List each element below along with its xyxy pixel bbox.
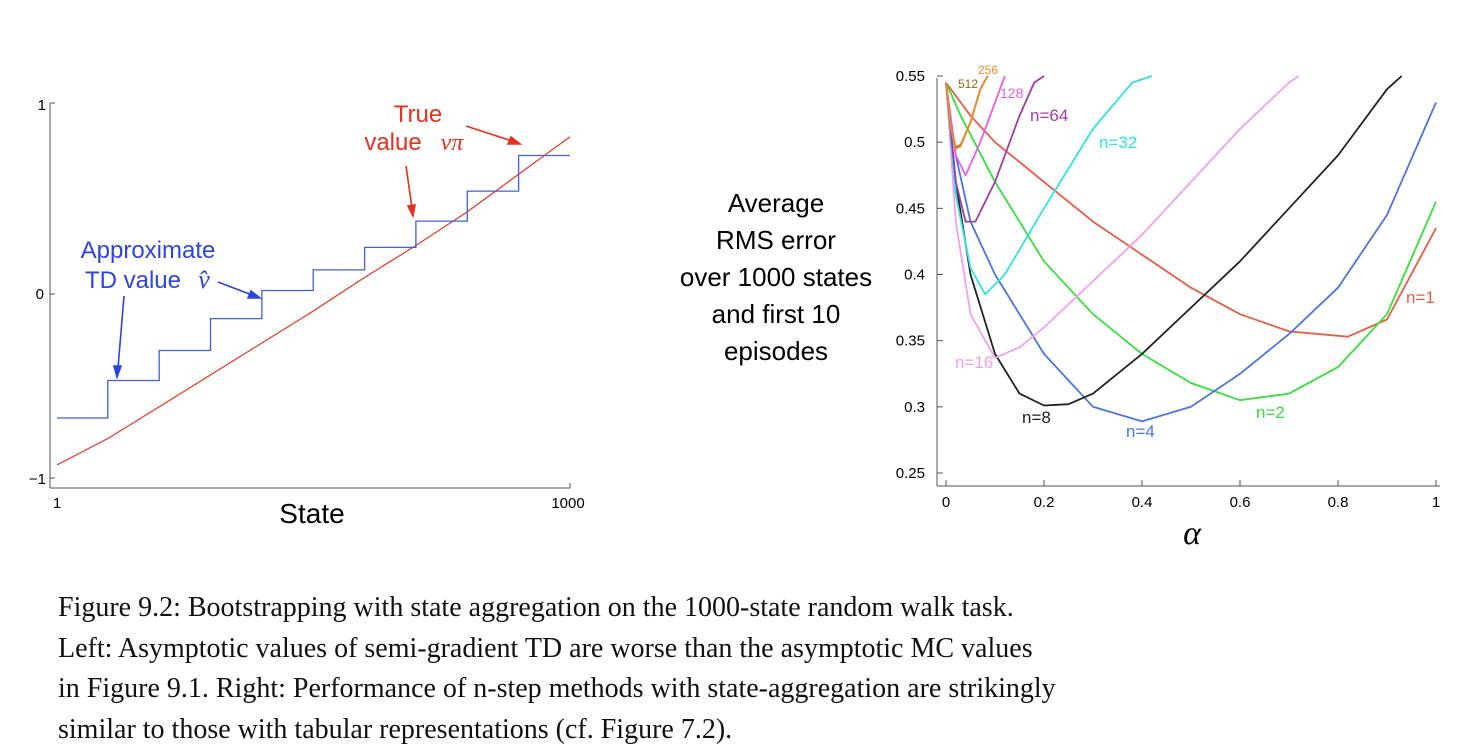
right-ytick-label: 0.35 [896, 333, 925, 350]
y-label-line: RMS error [716, 225, 836, 255]
series-label-n-16: n=16 [955, 353, 993, 372]
left-xtick-label: 1 [53, 495, 61, 512]
right-x-axis-label: α [1183, 515, 1202, 552]
series-line-n-16 [945, 75, 1300, 359]
y-label-line: Average [727, 188, 825, 218]
caption-line: Left: Asymptotic values of semi-gradient… [58, 632, 1033, 664]
y-label-line: and first 10 [711, 299, 841, 329]
true-value-arrows [405, 125, 523, 219]
caption-line: in Figure 9.1. Right: Performance of n-s… [58, 673, 1056, 704]
series-line-n-8 [945, 75, 1403, 407]
series-label-n-32: n=32 [1099, 133, 1137, 152]
true-value-annotation-line2: value [364, 129, 421, 156]
series-label-n-64: n=64 [1030, 106, 1068, 125]
td-value-annotation-line2: TD value [85, 267, 181, 294]
right-y-ticks: 0.25 0.3 0.35 0.4 0.45 0.5 0.55 [896, 68, 943, 482]
series-line-n-1 [945, 82, 1437, 338]
right-y-axis-label: Average RMS error over 1000 states and f… [660, 185, 892, 370]
series-label-n-8: n=8 [1022, 408, 1051, 427]
right-xtick-label: 0.8 [1328, 494, 1349, 511]
right-xtick-label: 0.2 [1034, 494, 1055, 511]
y-label-line: episodes [723, 336, 829, 366]
right-xtick-label: 1 [1432, 494, 1440, 511]
right-chart: 0.25 0.3 0.35 0.4 0.45 0.5 0.55 0 0.2 0.4 0.6 0.8 1… [896, 63, 1440, 552]
right-ytick-label: 0.45 [896, 200, 925, 217]
series-line-n-2 [945, 82, 1437, 402]
right-xtick-label: 0.6 [1230, 494, 1251, 511]
true-value-symbol: vπ [441, 130, 465, 156]
right-ytick-label: 0.25 [896, 465, 925, 482]
series-line-n-64 [945, 75, 1045, 223]
left-ytick-label: −1 [29, 471, 46, 488]
series-label-256: 256 [978, 63, 998, 77]
series-line-td-value [57, 154, 570, 419]
figure-caption: Figure 9.2: Bootstrapping with state agg… [58, 588, 1404, 750]
series-label-n-1: n=1 [1406, 288, 1435, 307]
right-ytick-label: 0.4 [904, 267, 925, 284]
right-xtick-label: 0 [942, 494, 950, 511]
right-ytick-label: 0.5 [904, 134, 925, 151]
caption-line: similar to those with tabular representa… [58, 713, 733, 745]
left-ytick-label: 1 [38, 97, 46, 114]
series-line-n-4 [945, 82, 1437, 423]
td-value-annotation-line1: Approximate [81, 237, 216, 264]
true-value-annotation-line1: True [394, 101, 442, 128]
series-label-512: 512 [958, 77, 978, 91]
td-value-symbol: v̂ [198, 265, 210, 294]
left-x-axis-label: State [279, 498, 344, 529]
right-x-ticks: 0 0.2 0.4 0.6 0.8 1 [942, 480, 1440, 511]
right-series-group [945, 75, 1437, 423]
series-line-n-32 [945, 75, 1153, 296]
series-label-n-4: n=4 [1126, 422, 1155, 441]
series-line-true-value [56, 136, 571, 466]
right-xtick-label: 0.4 [1132, 494, 1153, 511]
left-xtick-label: 1000 [551, 495, 584, 512]
left-chart: 1 0 −1 1 1000 State True value vπ Approx… [29, 97, 585, 529]
left-ytick-label: 0 [36, 286, 44, 303]
series-label-n-2: n=2 [1256, 403, 1285, 422]
series-label-128: 128 [1000, 85, 1024, 101]
right-ytick-label: 0.3 [904, 399, 925, 416]
series-line-256 [945, 75, 989, 150]
right-ytick-label: 0.55 [896, 68, 925, 85]
y-label-line: over 1000 states [679, 262, 873, 292]
td-value-arrows [112, 281, 263, 380]
caption-line: Figure 9.2: Bootstrapping with state agg… [58, 592, 1014, 623]
